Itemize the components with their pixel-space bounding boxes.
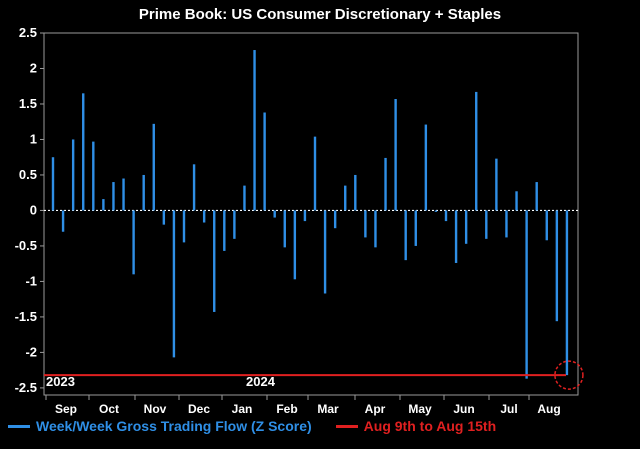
- y-tick-label: 0: [30, 202, 37, 217]
- bar: [525, 210, 528, 379]
- bar: [354, 174, 357, 211]
- x-tick-label: Oct: [99, 402, 119, 416]
- bar: [61, 210, 65, 232]
- bar: [333, 210, 337, 229]
- bar: [122, 178, 125, 211]
- bar: [434, 210, 438, 212]
- bar: [444, 210, 448, 222]
- bar: [192, 164, 196, 211]
- x-tick-label: May: [408, 402, 432, 416]
- bar: [394, 99, 397, 211]
- bar: [303, 210, 307, 222]
- bar: [82, 93, 85, 211]
- bar: [505, 210, 508, 238]
- y-tick-label: -1.5: [15, 309, 37, 324]
- legend-item-flow: Week/Week Gross Trading Flow (Z Score): [8, 418, 312, 434]
- bar: [293, 210, 297, 280]
- legend-item-aug: Aug 9th to Aug 15th: [335, 418, 497, 434]
- legend-label-aug: Aug 9th to Aug 15th: [363, 418, 497, 434]
- bar: [344, 185, 347, 211]
- y-tick-label: -0.5: [15, 238, 37, 253]
- year-label: 2024: [246, 374, 276, 389]
- bar: [495, 158, 498, 211]
- x-tick-label: Jan: [232, 402, 253, 416]
- bar: [565, 210, 569, 376]
- bar: [283, 210, 286, 248]
- x-tick-label: Apr: [365, 402, 386, 416]
- plot-frame: [43, 32, 579, 396]
- bar: [404, 210, 407, 261]
- bar: [71, 139, 75, 211]
- bar: [535, 182, 538, 211]
- bar: [424, 124, 428, 211]
- y-tick-label: 1.5: [19, 96, 37, 111]
- y-tick-label: 1: [30, 131, 37, 146]
- bar: [323, 210, 327, 294]
- bar: [112, 182, 115, 211]
- overlay: [44, 360, 584, 390]
- legend: Week/Week Gross Trading Flow (Z Score) A…: [8, 418, 520, 434]
- bar: [414, 210, 417, 246]
- x-tick-label: Jul: [500, 402, 517, 416]
- bars: [51, 50, 569, 379]
- bar: [162, 210, 166, 225]
- bar: [374, 210, 377, 248]
- bar: [545, 210, 548, 241]
- x-tick-label: Jun: [453, 402, 474, 416]
- plot-area: [43, 32, 579, 396]
- bar: [263, 112, 266, 211]
- bar: [454, 210, 458, 263]
- x-axis: Sep Oct Nov Dec Jan Feb Mar Apr May Jun Jul Aug 2023…: [45, 374, 561, 416]
- legend-swatch-aug: [335, 424, 358, 428]
- bar: [102, 199, 105, 211]
- bar: [223, 210, 226, 251]
- y-tick-label: 2.5: [19, 25, 37, 40]
- x-tick-label: Sep: [55, 402, 77, 416]
- legend-label-flow: Week/Week Gross Trading Flow (Z Score): [36, 418, 312, 434]
- year-label: 2023: [46, 374, 75, 389]
- y-tick-label: -2.5: [15, 380, 37, 395]
- bar: [213, 210, 216, 312]
- bar: [152, 123, 155, 211]
- x-tick-label: Aug: [537, 402, 560, 416]
- x-tick-label: Dec: [188, 402, 210, 416]
- bar: [384, 157, 387, 211]
- bar: [233, 210, 236, 239]
- legend-swatch-flow: [8, 424, 30, 428]
- bar: [475, 91, 478, 211]
- x-tick-label: Mar: [317, 402, 339, 416]
- bar: [555, 210, 559, 322]
- bar: [464, 210, 468, 244]
- x-tick-label: Nov: [144, 402, 167, 416]
- chart-title: Prime Book: US Consumer Discretionary + …: [138, 6, 502, 23]
- bar: [243, 185, 246, 211]
- bar: [313, 136, 317, 211]
- bar: [485, 210, 488, 239]
- y-tick-label: 2: [30, 60, 37, 75]
- y-tick-label: -1: [25, 273, 37, 288]
- bar: [172, 210, 176, 358]
- bar: [51, 157, 55, 211]
- bar: [132, 210, 135, 275]
- bar: [182, 210, 186, 243]
- bar: [142, 174, 145, 211]
- bar: [202, 210, 206, 223]
- x-tick-label: Feb: [276, 402, 297, 416]
- bar: [273, 210, 276, 218]
- y-tick-label: -2: [25, 344, 37, 359]
- y-axis: 2.5 2 1.5 1 0.5 0 -0.5 -1 -1.5 -2 -2.5: [15, 25, 44, 395]
- y-tick-label: 0.5: [19, 167, 37, 182]
- bar: [364, 210, 367, 238]
- bar: [515, 191, 518, 211]
- bar: [253, 50, 256, 211]
- highlight-circle: [554, 360, 584, 390]
- bar: [92, 141, 95, 211]
